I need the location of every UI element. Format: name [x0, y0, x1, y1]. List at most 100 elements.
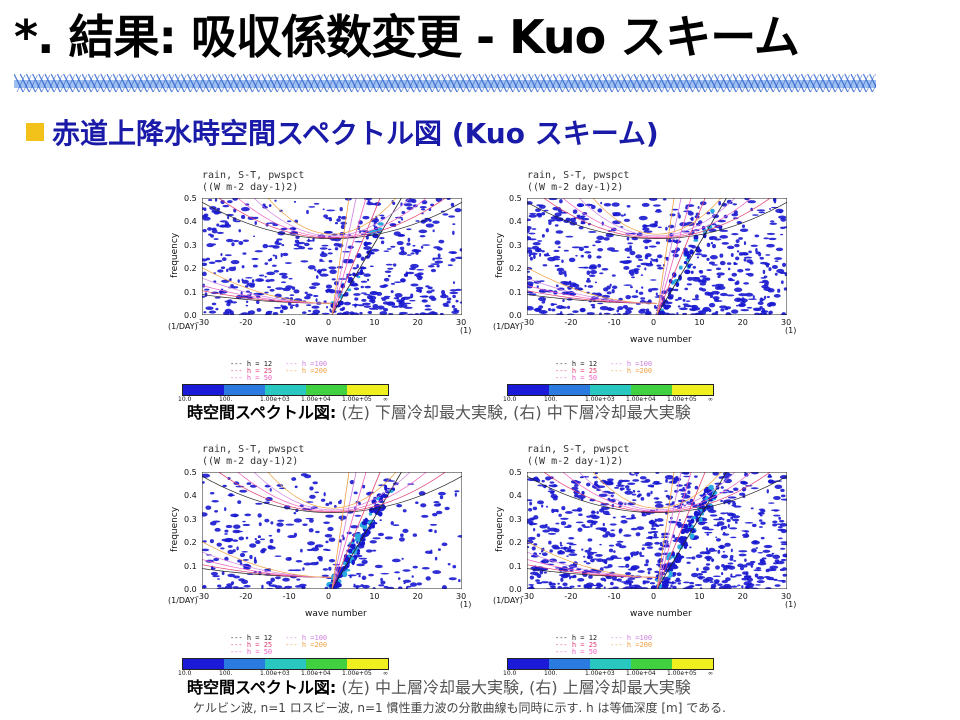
- spectrum-cell: [741, 530, 749, 532]
- spectrum-cell: [636, 526, 645, 531]
- y-tick-label: 0.4: [509, 491, 522, 501]
- h-legend-entry: --- h =200: [285, 641, 328, 649]
- spectrum-cell: [342, 536, 345, 541]
- spectrum-cell: [626, 236, 630, 241]
- spectrum-cell: [768, 473, 772, 478]
- spectrum-cell: [446, 297, 452, 301]
- spectrum-cell: [365, 235, 369, 240]
- colorbar-swatch: [590, 659, 631, 669]
- spectrum-cell: [610, 581, 614, 586]
- spectrum-cell: [420, 503, 427, 508]
- x-tick-label: 0: [326, 318, 332, 327]
- spectrum-cell: [640, 297, 646, 300]
- spectrum-cell: [552, 546, 561, 550]
- spectrum-cell: [715, 565, 720, 570]
- spectrum-cell: [702, 566, 710, 571]
- kelvin-dispersion-curve: [331, 472, 357, 589]
- spectrum-cell: [552, 258, 561, 261]
- spectrum-cell: [252, 264, 258, 268]
- kelvin-ridge-cell: [377, 511, 383, 517]
- spectrum-cell: [532, 242, 541, 246]
- spectrum-cell: [300, 586, 306, 589]
- spectrum-cell: [716, 272, 725, 276]
- spectrum-cell: [612, 516, 616, 519]
- spectrum-cell: [269, 488, 272, 492]
- spectrum-cell: [712, 575, 721, 578]
- spectrum-cell: [738, 293, 748, 297]
- spectrum-cell: [542, 529, 550, 533]
- spectrum-cell: [202, 228, 207, 233]
- spectrum-cell: [391, 302, 396, 306]
- spectrum-cell: [527, 520, 532, 524]
- spectrum-cell: [360, 285, 364, 289]
- spectrum-cell: [581, 524, 586, 527]
- spectrum-cell: [427, 286, 433, 290]
- spectrum-cell: [724, 542, 731, 547]
- spectrum-cell: [452, 281, 456, 285]
- spectrum-cell: [527, 225, 532, 230]
- spectrum-cell: [584, 549, 591, 553]
- spectrum-cell: [727, 523, 730, 528]
- spectrum-cell: [709, 581, 714, 583]
- spectrum-cell: [224, 507, 227, 512]
- spectrum-cell: [665, 478, 668, 483]
- spectrum-cell: [720, 499, 723, 503]
- spectrum-cell: [315, 298, 318, 303]
- spectrum-cell: [734, 256, 740, 261]
- spectrum-cell: [288, 569, 295, 572]
- spectrum-cell: [254, 250, 263, 253]
- spectrum-cell: [251, 257, 259, 261]
- spectrum-cell: [712, 550, 718, 552]
- spectrum-cell: [596, 510, 599, 515]
- spectrum-cell: [625, 579, 631, 583]
- spectrum-cell: [298, 246, 306, 250]
- h-legend-entry: --- h =100: [610, 360, 653, 368]
- kelvin-dispersion-curve: [331, 472, 350, 589]
- spectrum-cell: [603, 202, 612, 207]
- spectrum-cell: [282, 252, 289, 257]
- spectrum-cell: [558, 561, 566, 564]
- spectrum-cell: [548, 220, 552, 226]
- spectrum-cell: [436, 247, 443, 251]
- spectrum-cell: [710, 585, 716, 589]
- subtitle-text: 赤道上降水時空間スペクトル図 (Kuo スキーム): [52, 117, 659, 150]
- spectrum-cell: [411, 575, 414, 578]
- spectrum-cell: [675, 475, 679, 478]
- x-unit-label: (1): [460, 600, 472, 609]
- spectrum-cell: [601, 559, 608, 563]
- colorbar-label: 100.: [219, 396, 233, 403]
- spectrum-cell: [735, 239, 740, 243]
- spectrum-cell: [624, 490, 634, 495]
- spectrum-cell: [583, 245, 590, 249]
- spectrum-cell: [370, 248, 380, 252]
- spectrum-cell: [414, 312, 420, 315]
- spectrum-cell: [711, 558, 714, 563]
- spectrum-cell: [579, 307, 586, 313]
- spectrum-cell: [547, 532, 557, 535]
- spectrum-cell: [778, 526, 783, 529]
- spectrum-cell: [662, 198, 667, 201]
- gravity-wave-dispersion-curve: [253, 198, 411, 237]
- spectrum-cell: [629, 286, 633, 289]
- spectrum-cell: [293, 289, 300, 294]
- spectrum-cell: [730, 575, 737, 578]
- spectrum-cell: [587, 285, 594, 288]
- spectrum-cell: [266, 581, 273, 585]
- spectrum-cell: [214, 527, 221, 532]
- spectrum-cell: [225, 524, 233, 529]
- spectrum-cell: [723, 585, 732, 589]
- spectrum-cell: [532, 506, 538, 511]
- spectrum-cell: [387, 274, 391, 278]
- spectrum-cell: [679, 307, 688, 311]
- spectrum-cell: [561, 259, 564, 263]
- spectrum-cell: [754, 234, 760, 238]
- spectrum-cell: [548, 540, 552, 545]
- spectrum-cell: [324, 533, 333, 538]
- spectrum-cell: [606, 291, 612, 295]
- spectrum-cell: [528, 507, 533, 512]
- spectrum-cell: [648, 288, 653, 293]
- spectrum-cell: [687, 519, 691, 523]
- spectrum-cell: [753, 569, 762, 572]
- spectrum-cell: [285, 523, 295, 526]
- spectrum-cell: [541, 234, 545, 238]
